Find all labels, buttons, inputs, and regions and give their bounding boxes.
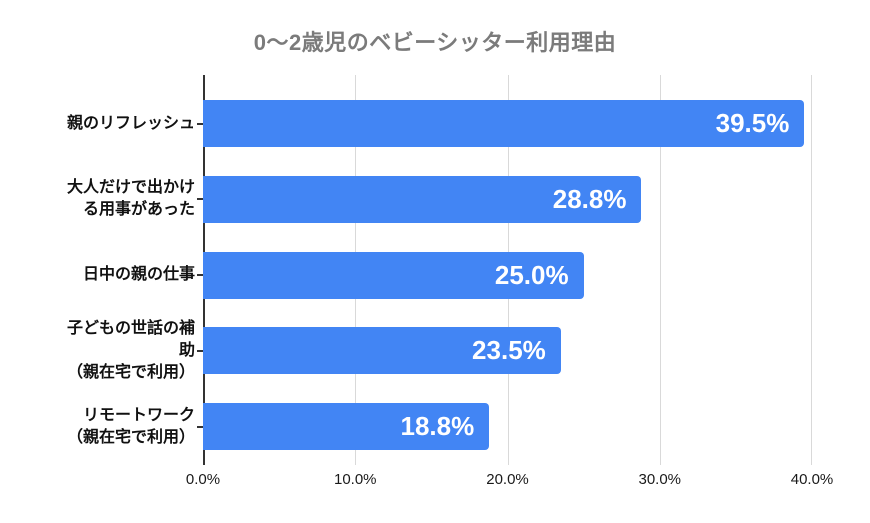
gridline-30pct	[659, 75, 661, 465]
value-label: 28.8%	[552, 183, 627, 214]
bar-track: 39.5%	[203, 100, 812, 147]
bar: 28.8%	[203, 175, 642, 223]
y-axis-tick	[197, 122, 203, 125]
x-tick-label: 0.0%	[185, 471, 221, 488]
bar-track: 25.0%	[203, 251, 812, 299]
x-tick-label: 10.0%	[333, 471, 377, 488]
bar: 25.0%	[203, 251, 584, 299]
y-axis-tick	[197, 349, 203, 352]
category-label: リモートワーク （親在宅で利用）	[66, 406, 195, 446]
bar-row: リモートワーク （親在宅で利用） 18.8%	[0, 403, 870, 450]
bar-track: 23.5%	[203, 327, 812, 375]
chart-title: 0〜2歳児のベビーシッター利用理由	[253, 30, 617, 55]
value-label: 18.8%	[400, 411, 475, 441]
bar-row: 親のリフレッシュ 39.5%	[0, 100, 870, 147]
y-axis-tick	[197, 425, 203, 428]
gridline-40pct	[811, 75, 812, 465]
x-axis: 0.0% 10.0% 20.0% 30.0% 40.0%	[186, 471, 833, 495]
x-tick-label: 30.0%	[638, 471, 682, 488]
y-axis-tick	[197, 198, 203, 201]
bar: 39.5%	[203, 100, 805, 147]
bar: 23.5%	[203, 327, 561, 375]
value-label: 23.5%	[472, 335, 546, 366]
category-label: 親のリフレッシュ	[66, 114, 195, 132]
category-label: 日中の親の仕事	[82, 266, 195, 283]
bar: 18.8%	[203, 403, 490, 450]
bar-track: 28.8%	[203, 175, 812, 223]
y-axis-tick	[197, 274, 203, 276]
category-label: 大人だけで出かけ る用事があった	[66, 179, 195, 219]
value-label: 39.5%	[715, 108, 790, 138]
bar-row: 大人だけで出かけ る用事があった 28.8%	[0, 175, 870, 223]
x-tick-label: 40.0%	[790, 471, 834, 488]
bar-track: 18.8%	[203, 403, 812, 450]
bar-rows: 親のリフレッシュ 39.5% 大人だけで出かけ る用事があった 28.8% 日中…	[0, 100, 870, 450]
value-label: 25.0%	[494, 259, 569, 290]
bar-row: 日中の親の仕事 25.0%	[0, 251, 870, 299]
bar-row: 子どもの世話の補 助 （親在宅で利用） 23.5%	[0, 320, 870, 381]
x-tick-label: 20.0%	[486, 471, 529, 488]
category-label: 子どもの世話の補 助 （親在宅で利用）	[66, 319, 195, 381]
